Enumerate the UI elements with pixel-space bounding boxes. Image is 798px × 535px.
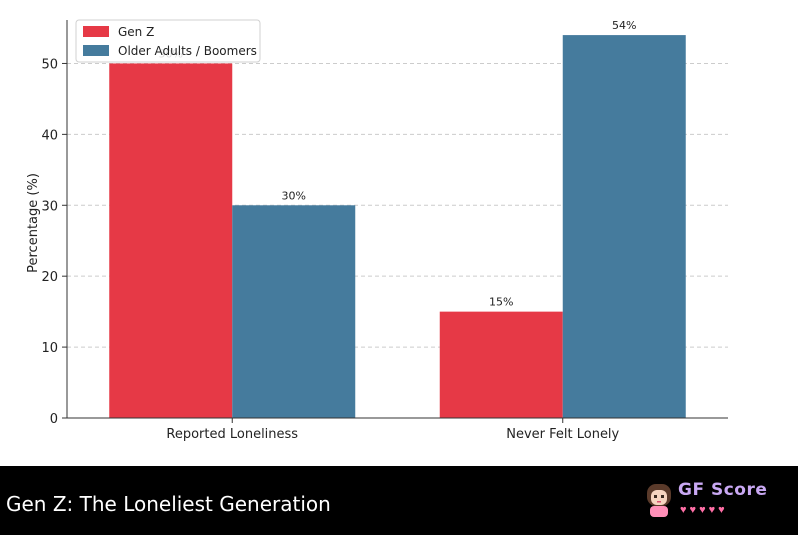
- brand-name: GF Score: [678, 480, 768, 500]
- footer-bar: Gen Z: The Loneliest Generation GF Score…: [0, 466, 798, 535]
- x-tick-label: Never Felt Lonely: [506, 427, 619, 442]
- bar-value-label: 54%: [612, 19, 636, 32]
- legend-box: [75, 19, 261, 63]
- bars: [109, 35, 686, 419]
- bar-1-1: [562, 35, 686, 418]
- legend-label-0: Gen Z: [118, 25, 154, 39]
- hearts-icon: ♥♥♥♥♥: [680, 504, 728, 516]
- y-tick-label: 40: [41, 128, 58, 143]
- grid-lines: [67, 62, 728, 348]
- legend: Gen Z Older Adults / Boomers: [75, 19, 261, 63]
- bar-0-0: [109, 63, 233, 419]
- avatar-icon: [647, 484, 671, 517]
- legend-swatch-0: [83, 26, 109, 37]
- y-tick-label: 30: [41, 199, 58, 214]
- x-tick-label: Reported Loneliness: [166, 427, 298, 442]
- bar-1-0: [232, 205, 356, 418]
- axes: 0 10 20 30 40 50 Reported Loneliness Never Felt…: [26, 20, 728, 442]
- footer-title: Gen Z: The Loneliest Generation: [6, 492, 331, 516]
- bar-value-label: 30%: [282, 189, 306, 202]
- y-tick-label: 10: [41, 341, 58, 356]
- y-tick-label: 20: [41, 270, 58, 285]
- y-axis-label: Percentage (%): [26, 173, 41, 273]
- brand-logo: GF Score ♥♥♥♥♥: [644, 480, 772, 526]
- y-tick-label: 0: [50, 412, 58, 427]
- y-tick-label: 50: [41, 57, 58, 72]
- legend-label-1: Older Adults / Boomers: [118, 44, 257, 58]
- bar-0-1: [439, 311, 563, 418]
- bar-value-label: 15%: [489, 296, 513, 309]
- legend-swatch-1: [83, 45, 109, 56]
